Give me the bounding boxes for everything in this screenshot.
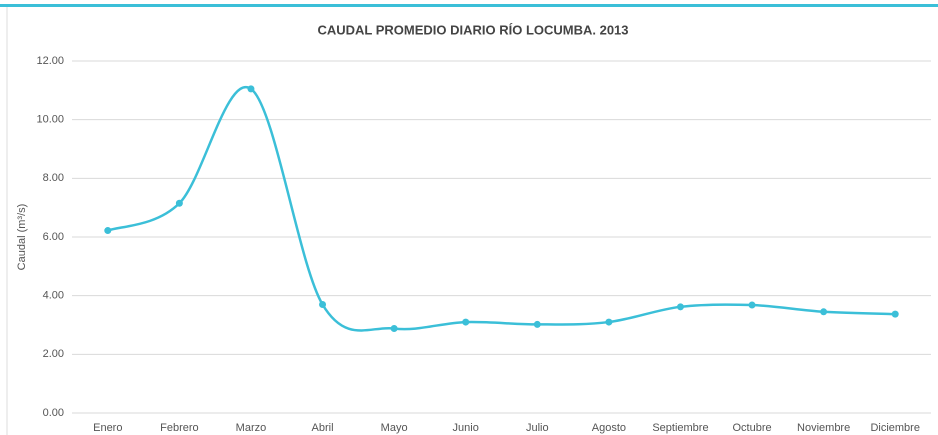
y-tick-label: 12.00 (36, 55, 64, 67)
data-point (748, 301, 756, 309)
x-tick-label: Diciembre (870, 422, 920, 434)
chart-title: CAUDAL PROMEDIO DIARIO RÍO LOCUMBA. 2013 (317, 22, 628, 37)
x-tick-label: Marzo (236, 422, 267, 434)
data-point (175, 199, 183, 207)
data-point (891, 310, 899, 318)
x-tick-label: Enero (93, 422, 122, 434)
data-point (676, 303, 684, 311)
data-point (390, 325, 398, 333)
y-tick-label: 4.00 (43, 290, 64, 302)
x-tick-label: Junio (453, 422, 479, 434)
x-tick-label: Septiembre (652, 422, 708, 434)
x-tick-label: Agosto (592, 422, 626, 434)
data-point (104, 227, 112, 235)
x-tick-label: Febrero (160, 422, 199, 434)
y-tick-label: 8.00 (43, 172, 64, 184)
x-tick-label: Noviembre (797, 422, 850, 434)
y-tick-label: 0.00 (43, 407, 64, 419)
top-bar (0, 4, 938, 7)
x-tick-label: Julio (526, 422, 549, 434)
data-point (319, 300, 327, 308)
series-line (107, 85, 896, 332)
x-tick-label: Mayo (381, 422, 408, 434)
data-point (605, 318, 613, 326)
data-point (533, 320, 541, 328)
y-axis-label: Caudal (m³/s) (16, 204, 28, 271)
y-tick-label: 6.00 (43, 231, 64, 243)
data-point (820, 308, 828, 316)
data-point (247, 85, 255, 93)
x-tick-label: Abril (312, 422, 334, 434)
y-tick-label: 2.00 (43, 348, 64, 360)
x-tick-label: Octubre (732, 422, 771, 434)
data-point (462, 318, 470, 326)
y-tick-label: 10.00 (36, 114, 64, 126)
